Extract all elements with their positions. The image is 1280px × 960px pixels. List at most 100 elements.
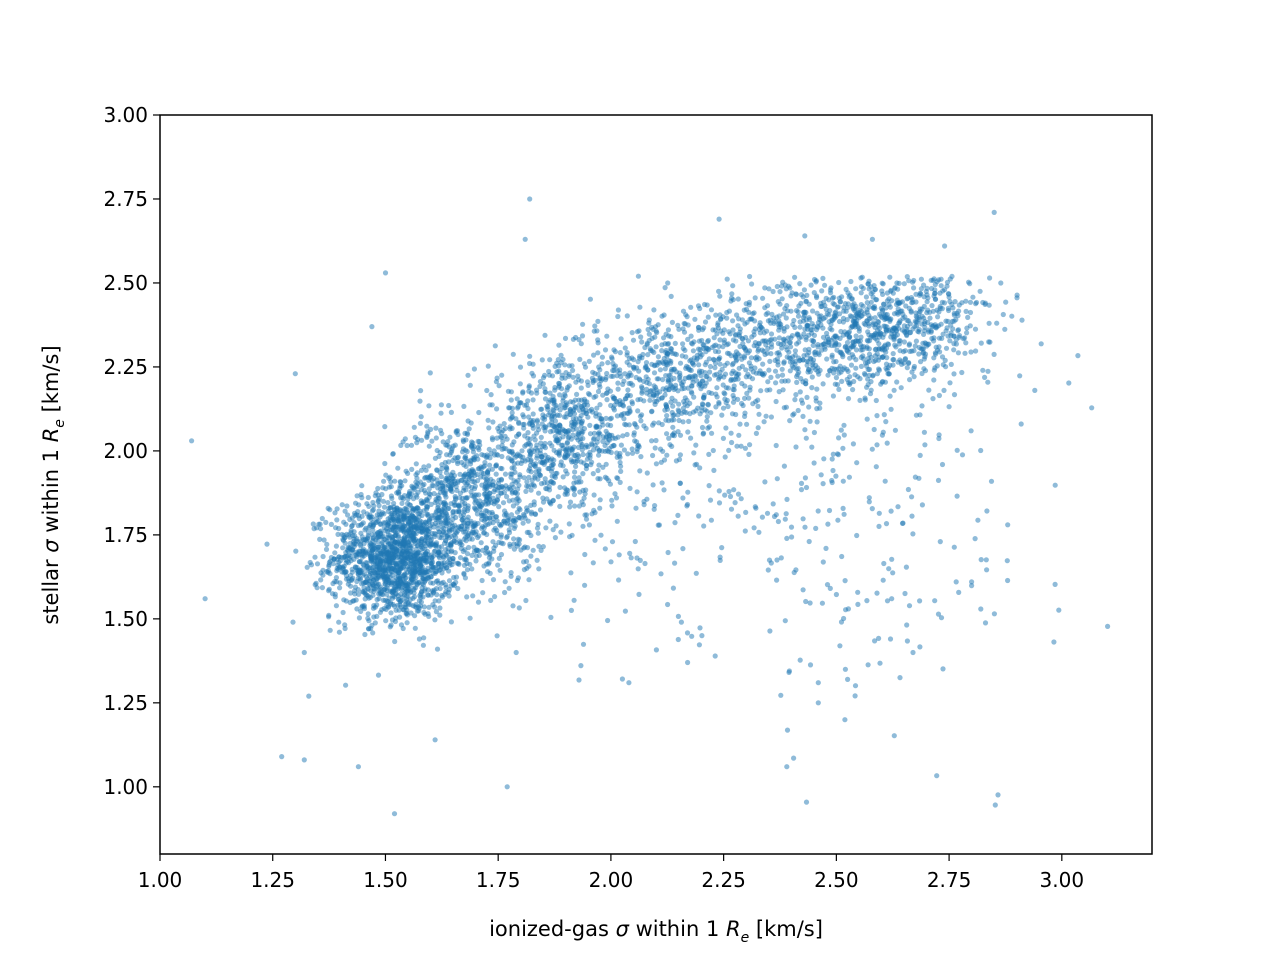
scatter-point	[722, 391, 728, 397]
scatter-point	[574, 479, 580, 485]
scatter-point	[804, 394, 810, 400]
scatter-point	[857, 376, 863, 382]
scatter-point	[382, 528, 388, 534]
scatter-point	[731, 395, 737, 401]
scatter-point	[734, 312, 740, 318]
scatter-point	[506, 405, 512, 411]
scatter-point	[797, 657, 803, 663]
scatter-point	[1052, 482, 1058, 488]
scatter-point	[824, 356, 830, 362]
scatter-point	[471, 505, 478, 511]
scatter-point	[432, 598, 438, 604]
scatter-point	[457, 555, 464, 561]
scatter-point	[399, 527, 405, 534]
scatter-point	[648, 387, 654, 394]
scatter-point	[729, 370, 735, 377]
scatter-point	[531, 448, 537, 455]
scatter-point	[550, 480, 556, 486]
scatter-point	[931, 377, 937, 383]
scatter-point	[419, 564, 425, 570]
scatter-point	[883, 521, 890, 527]
scatter-point	[912, 343, 918, 349]
scatter-point	[549, 373, 556, 379]
scatter-point	[676, 326, 682, 332]
scatter-point	[939, 354, 946, 360]
scatter-point	[409, 579, 415, 586]
scatter-point	[792, 274, 798, 280]
scatter-point	[497, 567, 503, 573]
scatter-point	[768, 331, 775, 337]
scatter-point	[523, 558, 530, 565]
scatter-point	[526, 529, 532, 536]
scatter-point	[312, 554, 318, 560]
scatter-point	[639, 339, 645, 345]
scatter-point	[768, 351, 774, 357]
scatter-point	[637, 396, 644, 402]
scatter-point	[689, 390, 695, 396]
scatter-point	[525, 484, 531, 490]
scatter-point	[945, 318, 951, 324]
scatter-point	[840, 445, 846, 451]
scatter-point	[336, 629, 342, 635]
scatter-point	[940, 666, 946, 672]
scatter-point	[614, 413, 621, 419]
scatter-point	[579, 499, 585, 505]
scatter-point	[651, 420, 657, 426]
scatter-point	[951, 318, 957, 324]
scatter-point	[549, 422, 556, 428]
scatter-point	[824, 330, 830, 336]
scatter-point	[542, 396, 549, 402]
scatter-point	[755, 348, 761, 354]
scatter-point	[908, 295, 915, 301]
scatter-point	[680, 341, 686, 347]
scatter-point	[366, 626, 372, 632]
scatter-point	[675, 512, 681, 519]
scatter-point	[743, 509, 749, 515]
scatter-point	[336, 559, 342, 565]
scatter-point	[778, 692, 784, 698]
scatter-point	[890, 362, 896, 368]
scatter-point	[741, 344, 747, 350]
scatter-point	[688, 333, 694, 339]
scatter-point	[937, 290, 943, 296]
scatter-point	[493, 463, 499, 469]
scatter-point	[367, 540, 373, 546]
scatter-point	[554, 436, 560, 442]
scatter-point	[527, 436, 533, 442]
scatter-point	[853, 286, 859, 292]
scatter-point	[907, 348, 913, 354]
scatter-point	[356, 559, 363, 565]
scatter-point	[853, 333, 859, 339]
scatter-point	[947, 276, 953, 282]
scatter-point	[776, 350, 782, 356]
scatter-point	[507, 424, 513, 430]
scatter-point	[478, 466, 484, 472]
scatter-point	[591, 447, 597, 453]
scatter-point	[403, 611, 409, 617]
scatter-point	[435, 578, 441, 584]
scatter-point	[820, 481, 826, 487]
scatter-point	[565, 435, 571, 441]
scatter-point	[406, 538, 412, 545]
scatter-point	[354, 606, 360, 612]
scatter-point	[780, 341, 787, 347]
scatter-point	[680, 495, 686, 501]
scatter-point	[373, 561, 379, 567]
scatter-point	[942, 357, 948, 363]
scatter-point	[830, 467, 836, 474]
scatter-point	[544, 480, 550, 486]
scatter-point	[901, 281, 907, 287]
scatter-point	[372, 557, 378, 563]
scatter-point	[445, 478, 451, 484]
scatter-point	[552, 384, 558, 391]
scatter-point	[842, 717, 848, 723]
scatter-point	[461, 403, 467, 409]
scatter-point	[879, 308, 886, 314]
scatter-point	[866, 332, 872, 338]
scatter-point	[615, 313, 621, 320]
scatter-point	[665, 327, 672, 333]
scatter-point	[781, 463, 788, 469]
scatter-point	[583, 466, 590, 472]
scatter-point	[691, 394, 697, 400]
scatter-point	[693, 408, 699, 414]
